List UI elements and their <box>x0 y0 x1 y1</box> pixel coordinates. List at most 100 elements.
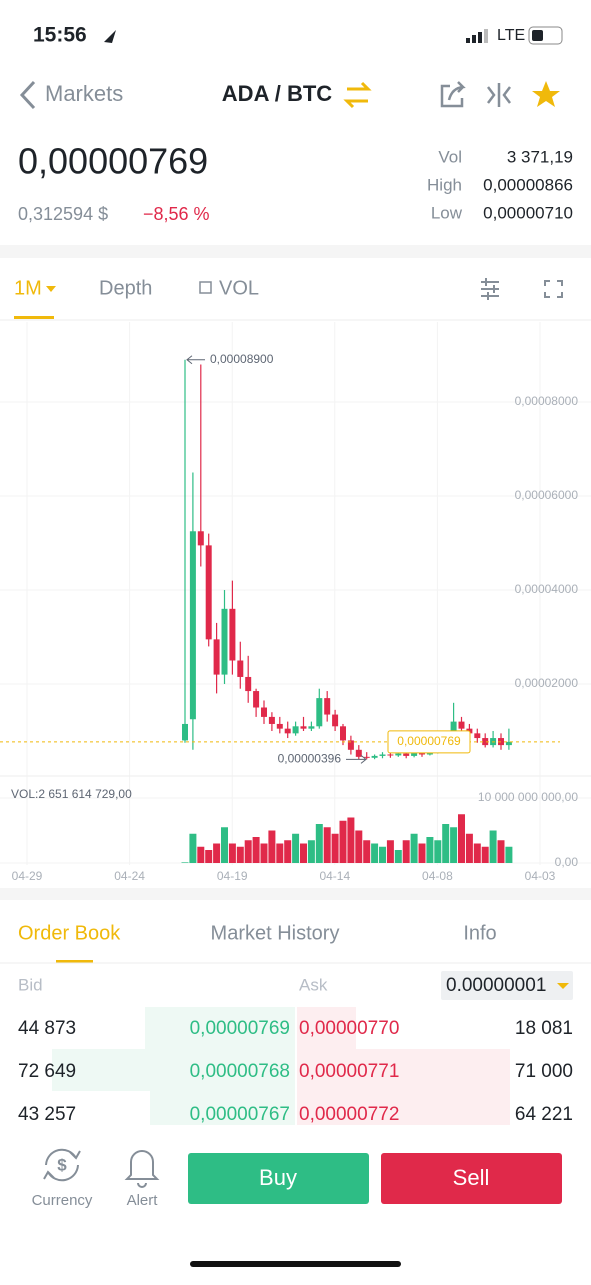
candle-body <box>245 676 252 692</box>
ask-price: 0,00000770 <box>299 1018 399 1039</box>
signal-icon <box>466 29 488 43</box>
battery-level <box>532 30 543 41</box>
volume-bar <box>189 833 197 863</box>
currency-label[interactable]: Currency <box>32 1192 93 1209</box>
bid-depth <box>145 1007 295 1049</box>
ask-header: Ask <box>299 975 328 994</box>
volume-bar <box>181 862 189 863</box>
volume-bar <box>458 814 465 863</box>
bid-amount: 72 649 <box>18 1061 76 1082</box>
buy-button[interactable] <box>188 1153 369 1204</box>
settings-icon[interactable] <box>481 278 499 300</box>
volume-bar <box>300 843 307 863</box>
volume-bar <box>363 840 371 863</box>
y-tick-label: 0,00002000 <box>515 676 579 690</box>
candle-body <box>284 728 291 734</box>
chart-tab[interactable]: Depth <box>99 277 152 299</box>
candle-body <box>300 726 307 729</box>
volume-bar <box>284 840 292 863</box>
volume-bar <box>228 843 236 863</box>
stat-label: High <box>427 175 462 194</box>
volume-bar <box>426 837 434 863</box>
sell-label[interactable]: Sell <box>453 1165 490 1190</box>
candle-body <box>379 754 386 756</box>
volume-bar <box>465 833 473 863</box>
separator <box>0 888 591 900</box>
chart-tab[interactable]: 1M <box>14 277 42 299</box>
candle-body <box>395 753 402 756</box>
volume-bar <box>315 824 323 863</box>
x-tick-label: 04-03 <box>525 869 556 883</box>
favorite-icon[interactable] <box>532 81 560 107</box>
volume-bar <box>307 840 315 863</box>
volume-bar <box>410 833 418 863</box>
volume-bar <box>260 843 268 863</box>
candle-body <box>197 531 204 546</box>
y-tick-label: 0,00004000 <box>515 582 579 596</box>
bid-amount: 44 873 <box>18 1018 76 1039</box>
share-icon[interactable] <box>440 81 466 108</box>
volume-bar <box>418 843 426 863</box>
candle-body <box>355 749 362 757</box>
candle-body <box>213 639 220 675</box>
volume-bar <box>379 846 386 863</box>
currency-symbol: $ <box>57 1155 67 1174</box>
stat-label: Low <box>431 203 463 222</box>
depth-bars <box>52 1007 510 1125</box>
back-label[interactable]: Markets <box>45 81 123 106</box>
volume-bar <box>236 846 244 863</box>
back-icon[interactable] <box>19 80 36 110</box>
candle-body <box>316 698 323 727</box>
volume-bar <box>331 833 339 863</box>
precision[interactable]: 0.00000001 <box>446 975 546 996</box>
ask-depth <box>297 1007 356 1049</box>
swap-icon[interactable] <box>343 81 372 109</box>
stat-value: 0,00000866 <box>483 175 573 194</box>
compare-icon[interactable] <box>487 83 511 107</box>
volume-bar <box>197 846 205 863</box>
fullscreen-icon[interactable] <box>544 280 563 298</box>
separator <box>0 245 591 258</box>
high-annotation: 0,00008900 <box>210 352 274 366</box>
candle-body <box>363 756 370 758</box>
buy-label[interactable]: Buy <box>259 1165 297 1190</box>
bid-amount: 43 257 <box>18 1104 76 1125</box>
candle-body <box>292 726 299 734</box>
volume-bar <box>450 827 458 863</box>
currency-icon[interactable] <box>43 1148 81 1182</box>
fiat-price: 0,312594 $ <box>18 204 108 224</box>
precision-select[interactable] <box>441 971 573 1000</box>
candle-body <box>450 721 457 736</box>
candle-body <box>324 698 331 715</box>
alert-icon[interactable] <box>124 1150 160 1188</box>
candle-body <box>261 707 267 717</box>
x-tick-label: 04-14 <box>319 869 350 883</box>
last-price: 0,00000769 <box>18 141 208 182</box>
book-tab[interactable]: Info <box>463 922 496 944</box>
volume-bar <box>386 840 394 863</box>
candle-body <box>474 733 481 739</box>
ask-price: 0,00000772 <box>299 1104 399 1125</box>
book-tab[interactable]: Order Book <box>18 922 121 944</box>
chart-tab[interactable]: VOL <box>219 277 259 299</box>
alert-label[interactable]: Alert <box>127 1192 159 1209</box>
battery <box>528 26 563 45</box>
book-tab[interactable]: Market History <box>211 922 340 944</box>
stats: Vol 3 371,19 High 0,00000866 Low 0,00000… <box>427 147 573 222</box>
last-price-box <box>387 730 471 754</box>
volume-bar <box>213 843 221 863</box>
ask-price: 0,00000771 <box>299 1061 399 1082</box>
volume-bar <box>497 840 505 863</box>
high-marker <box>186 355 205 365</box>
tab-indicator <box>14 316 54 319</box>
sell-button[interactable] <box>381 1153 562 1204</box>
stat-label: Vol <box>438 147 462 166</box>
volume-bar <box>402 840 410 863</box>
volume-bar <box>473 843 481 863</box>
candle-body <box>482 738 489 746</box>
vol-tick-label: 10 000 000 000,00 <box>478 790 578 804</box>
volume-bar <box>221 827 228 863</box>
candle-body <box>340 726 346 741</box>
tab-indicator <box>56 960 93 963</box>
